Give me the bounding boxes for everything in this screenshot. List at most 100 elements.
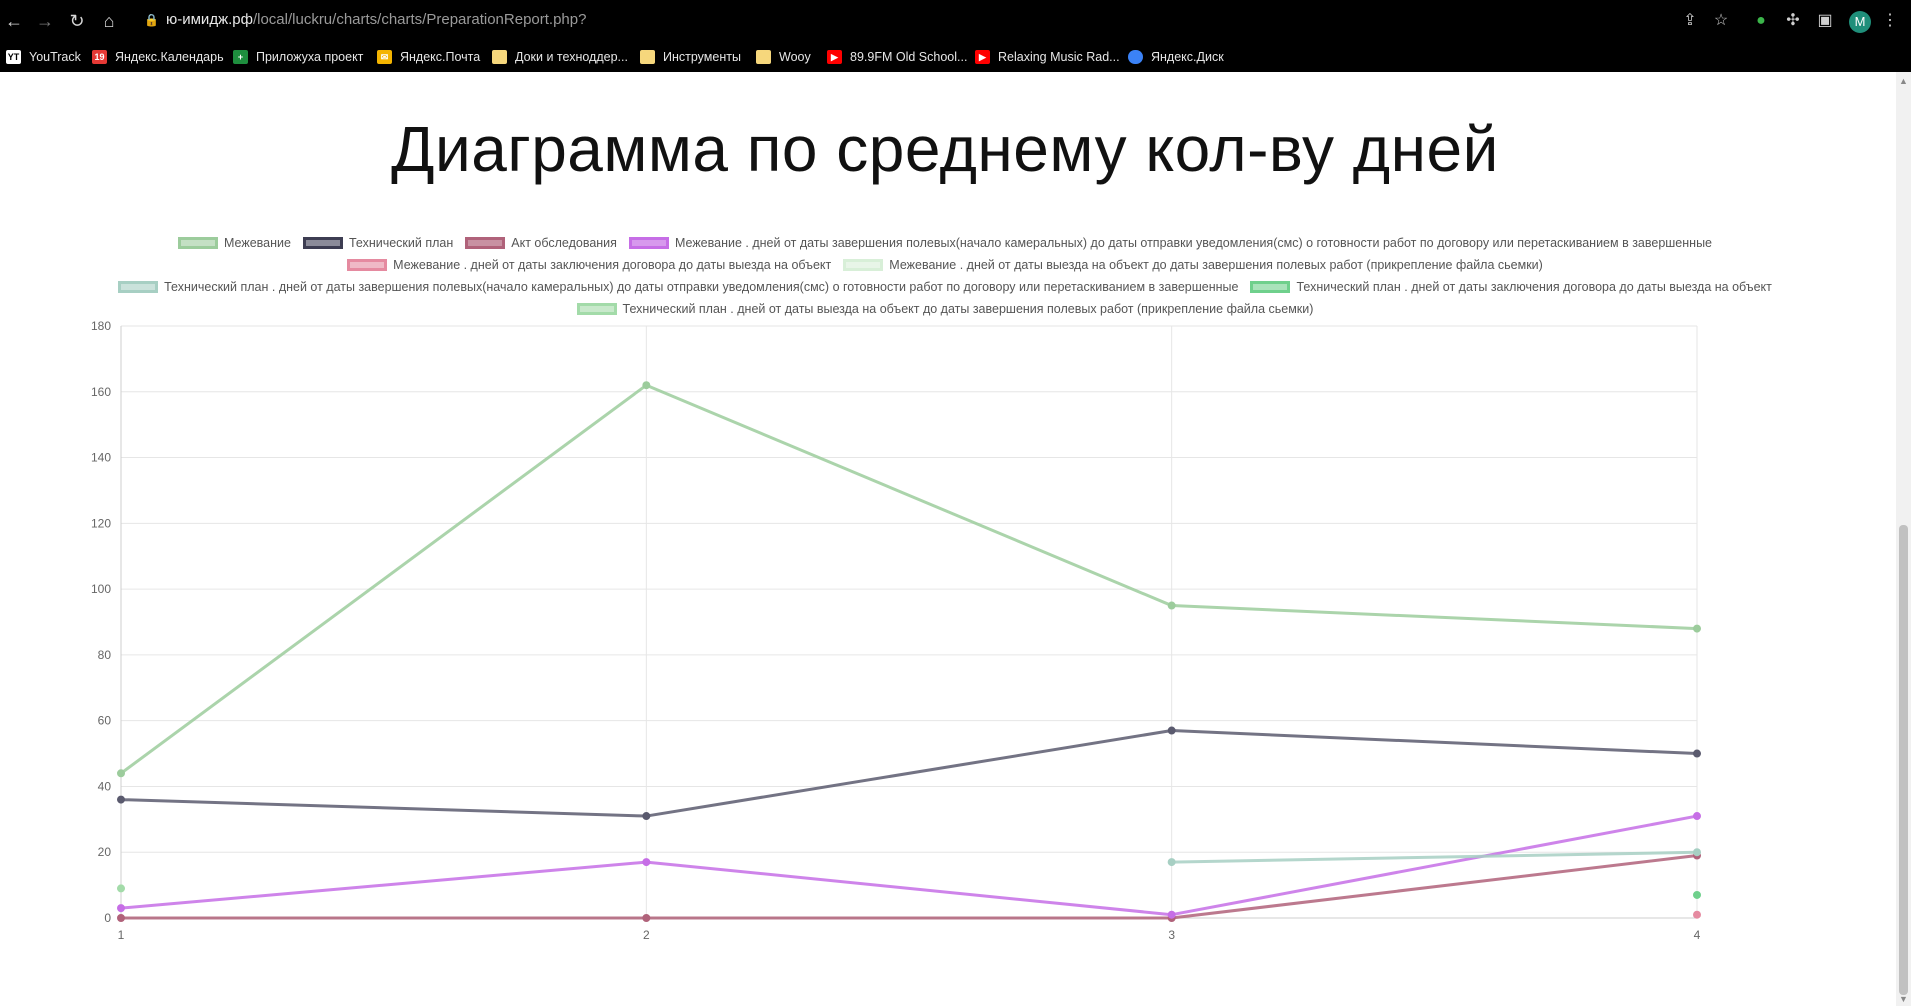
share-icon[interactable]: ⇪ <box>1683 12 1697 29</box>
legend-row-2: Межевание . дней от даты заключения дого… <box>0 258 1890 272</box>
star-icon[interactable]: ☆ <box>1713 12 1729 29</box>
bookmark-mail[interactable]: ✉ Яндекс.Почта <box>377 48 480 66</box>
series-line <box>120 383 1698 775</box>
scrollbar-thumb[interactable] <box>1899 525 1908 995</box>
legend-row-4: Технический план . дней от даты выезда н… <box>0 302 1890 316</box>
legend-label: Технический план . дней от даты заключен… <box>1296 280 1772 294</box>
extensions-icon[interactable]: ✣ <box>1786 12 1800 29</box>
legend-item[interactable]: Технический план . дней от даты заключен… <box>1250 280 1772 294</box>
legend-label: Межевание . дней от даты завершения поле… <box>674 236 1713 250</box>
data-point <box>1693 812 1701 821</box>
legend-swatch <box>843 259 884 271</box>
legend-label: Технический план . дней от даты выезда н… <box>622 302 1314 316</box>
forward-icon[interactable]: → <box>36 11 54 31</box>
legend-item[interactable]: Межевание . дней от даты выезда на объек… <box>843 258 1543 272</box>
data-point <box>642 381 651 390</box>
legend-item[interactable]: Технический план . дней от даты завершен… <box>118 280 1238 294</box>
bookmark-folder-wooy[interactable]: Wooy <box>756 48 811 66</box>
reload-icon[interactable]: ↻ <box>69 11 85 31</box>
bookmark-label: Relaxing Music Rad... <box>998 50 1120 64</box>
data-point <box>1693 624 1701 633</box>
x-tick-label: 1 <box>118 928 125 942</box>
y-tick-label: 0 <box>104 911 111 925</box>
data-point <box>117 884 125 893</box>
legend-swatch <box>347 259 388 271</box>
bookmark-radio-oldschool[interactable]: ▶ 89.9FM Old School... <box>827 48 967 66</box>
legend-item[interactable]: Технический план <box>302 236 454 250</box>
calendar-icon: 19 <box>92 50 107 64</box>
bookmark-label: 89.9FM Old School... <box>850 50 968 64</box>
profile-avatar[interactable]: M <box>1849 11 1871 33</box>
series-line <box>120 814 1698 917</box>
legend-item[interactable]: Технический план . дней от даты выезда н… <box>576 302 1314 316</box>
legend-item[interactable]: Межевание <box>177 236 291 250</box>
data-point <box>1167 726 1176 735</box>
menu-icon[interactable]: ⋮ <box>1882 12 1898 29</box>
y-tick-label: 140 <box>91 451 111 465</box>
legend-item[interactable]: Межевание . дней от даты заключения дого… <box>347 258 831 272</box>
youtube-icon: ▶ <box>975 50 990 64</box>
legend-label: Межевание . дней от даты заключения дого… <box>393 258 832 272</box>
lock-icon[interactable]: 🔒 <box>144 13 159 27</box>
legend-label: Акт обследования <box>511 236 617 250</box>
series-line <box>121 854 1698 920</box>
evernote-icon[interactable]: ● <box>1756 12 1766 29</box>
disk-icon <box>1128 50 1143 64</box>
y-tick-label: 20 <box>98 845 112 859</box>
data-point <box>117 769 125 778</box>
bookmark-label: YouTrack <box>29 50 81 64</box>
scroll-up-icon[interactable]: ▲ <box>1899 76 1908 86</box>
url-text[interactable]: ю-имидж.рф/local/luckru/charts/charts/Pr… <box>166 11 586 28</box>
back-icon[interactable]: ← <box>5 11 23 31</box>
data-point <box>1693 848 1701 857</box>
y-tick-label: 120 <box>91 516 111 530</box>
bookmark-youtrack[interactable]: YT YouTrack <box>6 48 81 66</box>
home-icon[interactable]: ⌂ <box>103 11 115 31</box>
legend-swatch <box>576 303 617 315</box>
legend-swatch <box>628 237 669 249</box>
legend-label: Межевание <box>223 236 291 250</box>
legend-swatch <box>465 237 506 249</box>
bookmark-radio-relax[interactable]: ▶ Relaxing Music Rad... <box>975 48 1120 66</box>
x-tick-label: 4 <box>1694 928 1701 942</box>
legend-swatch <box>118 281 159 293</box>
youtrack-icon: YT <box>6 50 21 64</box>
bookmark-label: Доки и техноддер... <box>515 50 628 64</box>
bookmark-sheets[interactable]: + Приложуха проект <box>233 48 363 66</box>
bookmark-label: Инструменты <box>663 50 741 64</box>
bookmark-folder-tools[interactable]: Инструменты <box>640 48 741 66</box>
legend-label: Межевание . дней от даты выезда на объек… <box>889 258 1543 272</box>
legend-swatch <box>177 237 218 249</box>
bookmark-folder-docs[interactable]: Доки и техноддер... <box>492 48 628 66</box>
legend-swatch <box>1250 281 1291 293</box>
legend-label: Технический план <box>348 236 454 250</box>
bookmark-label: Яндекс.Почта <box>400 50 481 64</box>
url-domain: ю-имидж.рф <box>166 11 253 28</box>
bookmarks-bar: YT YouTrack 19 Яндекс.Календарь + Приложуха… <box>0 42 1911 72</box>
bookmark-disk[interactable]: Яндекс.Диск <box>1128 48 1224 66</box>
folder-icon <box>492 50 507 64</box>
bookmark-calendar[interactable]: 19 Яндекс.Календарь <box>92 48 224 66</box>
bookmark-label: Яндекс.Календарь <box>115 50 224 64</box>
y-tick-label: 60 <box>98 714 112 728</box>
legend-item[interactable]: Акт обследования <box>465 236 617 250</box>
data-point <box>117 914 125 922</box>
bookmark-label: Яндекс.Диск <box>1151 50 1224 64</box>
data-point <box>642 858 651 867</box>
x-tick-label: 2 <box>643 928 650 942</box>
legend-item[interactable]: Межевание . дней от даты завершения поле… <box>628 236 1713 250</box>
sidepanel-icon[interactable]: ▣ <box>1817 12 1833 29</box>
data-point <box>642 914 651 922</box>
bookmark-label: Wooy <box>779 50 811 64</box>
bookmark-label: Приложуха проект <box>256 50 364 64</box>
data-point <box>117 904 125 913</box>
address-bar[interactable] <box>134 6 1479 36</box>
data-point <box>117 795 125 804</box>
youtube-icon: ▶ <box>827 50 842 64</box>
mail-icon: ✉ <box>377 50 392 64</box>
sheets-icon: + <box>233 50 248 64</box>
folder-icon <box>640 50 655 64</box>
legend-row-1: Межевание Технический план Акт обследова… <box>0 236 1890 250</box>
scroll-down-icon[interactable]: ▼ <box>1899 994 1908 1004</box>
